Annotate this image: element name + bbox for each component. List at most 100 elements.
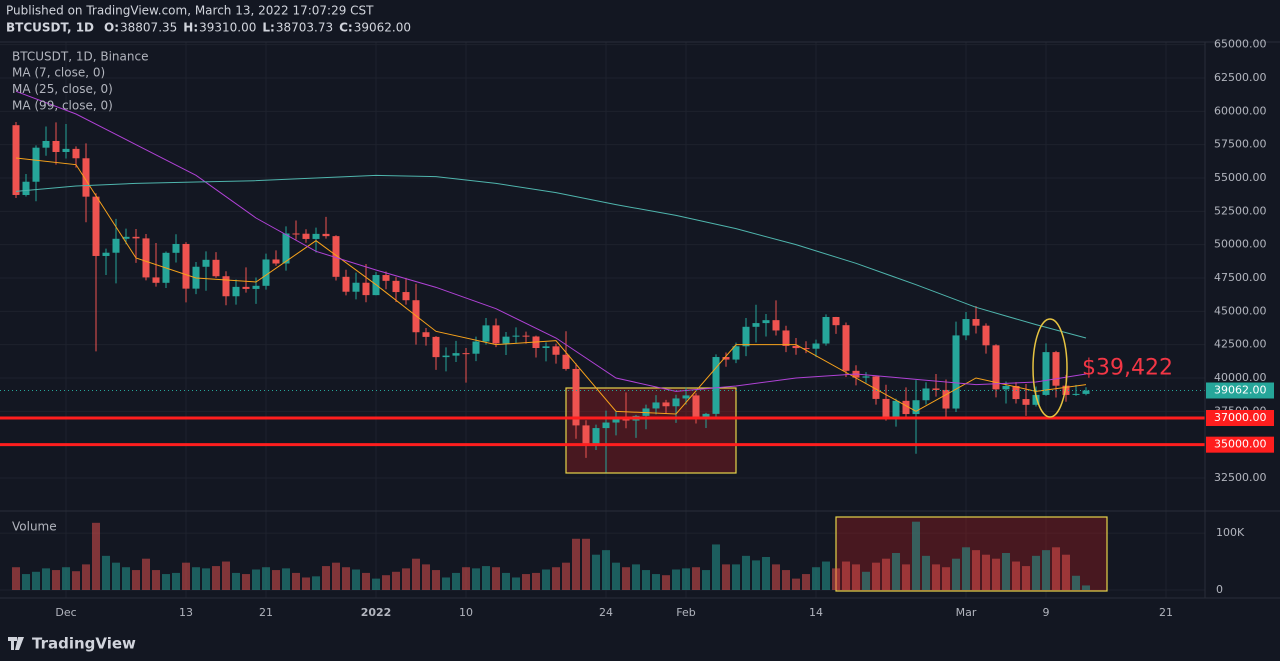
- volume-bar: [1082, 585, 1090, 590]
- y-tick-label: 45000.00: [1214, 304, 1267, 317]
- candle-body: [832, 317, 840, 326]
- y-tick-label: 57500.00: [1214, 138, 1267, 151]
- y-tick-label: 65000.00: [1214, 38, 1267, 51]
- candle-body: [12, 125, 20, 195]
- volume-bar: [72, 571, 80, 590]
- ohlc-key: C:: [339, 21, 353, 35]
- volume-bar: [852, 564, 860, 590]
- candle-body: [722, 357, 730, 360]
- candle-body: [282, 233, 290, 264]
- volume-bar: [432, 570, 440, 590]
- candle-body: [652, 402, 660, 409]
- candle-body: [972, 319, 980, 326]
- candle-body: [752, 323, 760, 327]
- footer: [0, 628, 1280, 661]
- ohlc-value: 38807.35: [120, 21, 177, 35]
- volume-bar: [612, 562, 620, 590]
- candle-body: [272, 259, 280, 264]
- volume-bar: [52, 570, 60, 590]
- volume-bar: [122, 567, 130, 590]
- candle-body: [252, 285, 260, 289]
- volume-bar: [982, 554, 990, 590]
- logo-icon: [8, 637, 24, 650]
- y-tick-label: 100K: [1216, 526, 1245, 539]
- candle-body: [112, 238, 120, 253]
- candle-body: [802, 348, 810, 350]
- volume-bar: [582, 538, 590, 590]
- volume-bar: [722, 564, 730, 590]
- ohlc-key: H:: [183, 21, 198, 35]
- candle-body: [152, 277, 160, 283]
- y-tick-label: 50000.00: [1214, 238, 1267, 251]
- candle-body: [52, 140, 60, 152]
- x-tick-label: 24: [599, 606, 613, 619]
- volume-bar: [1032, 555, 1040, 590]
- candle-body: [432, 336, 440, 358]
- volume-bar: [42, 568, 50, 590]
- candle-body: [122, 236, 130, 239]
- candle-body: [292, 233, 300, 235]
- candle-body: [622, 418, 630, 421]
- volume-bar: [322, 566, 330, 590]
- candle-body: [542, 346, 550, 348]
- candle-body: [1002, 386, 1010, 390]
- candle-body: [262, 259, 270, 286]
- candle-body: [812, 343, 820, 349]
- candle-body: [932, 388, 940, 390]
- candle-body: [92, 196, 100, 256]
- candle-body: [1032, 394, 1040, 405]
- volume-bar: [372, 578, 380, 590]
- volume-bar: [262, 567, 270, 590]
- volume-bar: [792, 578, 800, 590]
- volume-bar: [692, 567, 700, 590]
- y-tick-label: 55000.00: [1214, 171, 1267, 184]
- moving-average: [15, 174, 1087, 339]
- y-tick-label: 62500.00: [1214, 71, 1267, 84]
- candle-body: [322, 233, 330, 237]
- candle-body: [452, 353, 460, 356]
- candle-body: [672, 398, 680, 407]
- candle-body: [692, 395, 700, 420]
- x-tick-label: 13: [179, 606, 193, 619]
- highlight-box: [565, 387, 737, 474]
- volume-bar: [862, 571, 870, 590]
- volume-bar: [1022, 566, 1030, 590]
- candle-body: [502, 336, 510, 344]
- volume-bar: [142, 558, 150, 590]
- volume-bar: [502, 572, 510, 590]
- candle-body: [62, 148, 70, 152]
- candle-body: [872, 376, 880, 399]
- volume-bar: [282, 568, 290, 590]
- volume-bar: [162, 574, 170, 590]
- volume-bar: [552, 567, 560, 590]
- candle-body: [102, 252, 110, 256]
- volume-bar: [892, 552, 900, 590]
- volume-bar: [82, 564, 90, 590]
- volume-bar: [172, 572, 180, 590]
- candle-body: [842, 325, 850, 371]
- volume-bar: [412, 558, 420, 590]
- candle-body: [42, 140, 50, 148]
- candle-body: [1052, 352, 1060, 386]
- volume-bar: [542, 569, 550, 590]
- level-label-box: [1206, 436, 1274, 453]
- level-label-box: [1206, 410, 1274, 426]
- candle-body: [182, 243, 190, 289]
- legend-title: BTCUSDT, 1D, Binance: [12, 50, 148, 64]
- volume-bar: [632, 564, 640, 590]
- candle-body: [482, 325, 490, 342]
- candle-body: [22, 181, 30, 195]
- candle-body: [712, 357, 720, 414]
- volume-bar: [902, 564, 910, 590]
- x-tick-label: Feb: [676, 606, 695, 619]
- volume-bar: [1052, 547, 1060, 590]
- volume-bar: [302, 577, 310, 590]
- volume-bar: [32, 571, 40, 590]
- volume-bar: [872, 562, 880, 590]
- candle-body: [362, 282, 370, 296]
- legend-entry: MA (7, close, 0): [12, 66, 105, 80]
- candle-body: [922, 388, 930, 401]
- candle-body: [492, 325, 500, 344]
- candle-body: [552, 346, 560, 355]
